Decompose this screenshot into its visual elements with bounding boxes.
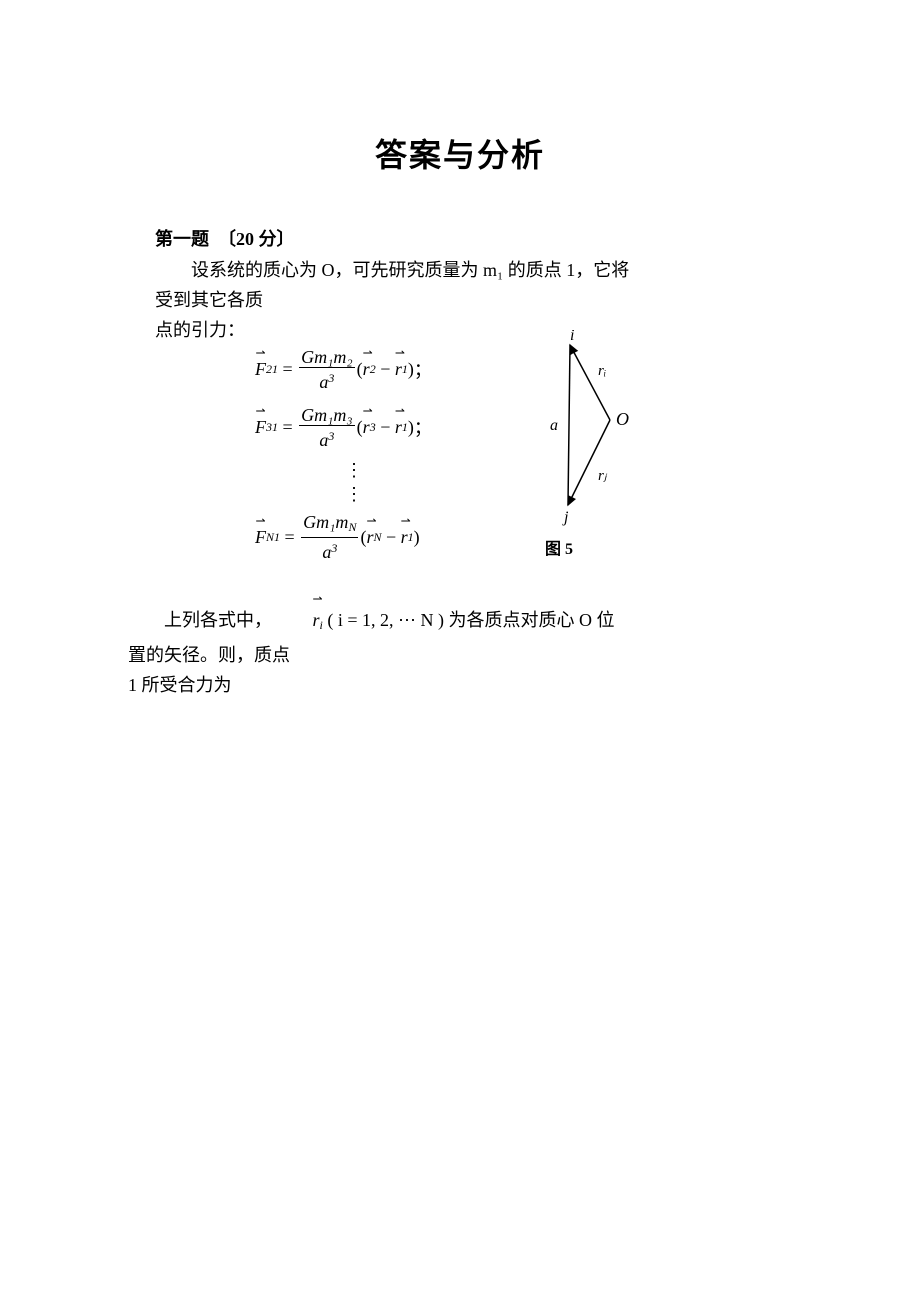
vector-r1: ⇀ r — [395, 417, 402, 438]
minus-sign: − — [376, 359, 395, 380]
vector-arrow-icon: ⇀ — [395, 406, 402, 416]
vector-arrow-icon: ⇀ — [363, 406, 370, 416]
equals-sign: = — [280, 527, 299, 548]
denominator: a3 — [317, 369, 336, 391]
vector-arrow-icon: ⇀ — [255, 406, 266, 416]
subscript: N — [373, 530, 381, 545]
vector-arrow-icon: ⇀ — [395, 348, 402, 358]
fraction: Gm₁m₃ a3 — [299, 406, 355, 449]
vertical-dots-icon: ⋮ — [345, 461, 515, 479]
close-paren: ) — [414, 527, 420, 548]
fraction: Gm₁m₂ a3 — [299, 348, 355, 391]
vector-ri-line — [570, 345, 610, 420]
subscript: 31 — [266, 420, 278, 435]
vector-arrow-icon: ⇀ — [255, 516, 266, 526]
label-rj: rⱼ — [598, 468, 608, 484]
page-title: 答案与分析 — [0, 130, 920, 176]
closing-text-1a: 上列各式中， — [164, 610, 272, 630]
vector-arrow-icon: ⇀ — [401, 516, 408, 526]
vector-r1: ⇀ r — [401, 527, 408, 548]
label-i: i — [570, 330, 574, 344]
vector-arrow-icon: ⇀ — [255, 348, 266, 358]
diagram-svg: i j O a rᵢ rⱼ — [520, 330, 640, 530]
equation-fN1: ⇀ F N1 = Gm₁mN a3 ( ⇀ r N − ⇀ r — [255, 513, 515, 561]
denominator: a3 — [320, 539, 339, 561]
figure-caption: 图 5 — [545, 535, 573, 559]
vector-rN: ⇀ r — [366, 527, 373, 548]
edge-a-line — [568, 345, 570, 505]
page: 答案与分析 第一题 〔20 分〕 设系统的质心为 O，可先研究质量为 m₁ 的质… — [0, 0, 920, 1302]
fraction-bar — [299, 367, 355, 368]
trail-punct: ； — [414, 356, 432, 382]
label-O: O — [616, 409, 629, 429]
equals-sign: = — [278, 417, 297, 438]
vector-ri-inline: ⇀ r — [277, 605, 320, 635]
vertical-dots-icon: ⋮ — [345, 485, 515, 503]
equals-sign: = — [278, 359, 297, 380]
subscript: i — [320, 618, 323, 632]
numerator: Gm₁m₃ — [299, 406, 355, 424]
closing-line-2: 1 所受合力为 — [128, 675, 232, 695]
vector-F31: ⇀ F — [255, 417, 266, 438]
fraction-bar — [299, 425, 355, 426]
numerator: Gm₁mN — [301, 513, 358, 536]
label-a: a — [550, 417, 558, 434]
subscript: N1 — [266, 530, 280, 545]
subscript: 21 — [266, 362, 278, 377]
vector-FN1: ⇀ F — [255, 527, 266, 548]
minus-sign: − — [376, 417, 395, 438]
closing-paragraph: 上列各式中， ⇀ r i ( i = 1, 2, ⋯ N ) 为各质点对质心 O… — [128, 605, 628, 700]
intro-line-2: 点的引力： — [155, 320, 245, 340]
label-j: j — [562, 509, 569, 526]
numerator: Gm₁m₂ — [299, 348, 355, 366]
equation-f21: ⇀ F 21 = Gm₁m₂ a3 ( ⇀ r 2 − ⇀ r 1 ) — [255, 345, 515, 393]
vector-arrow-icon: ⇀ — [363, 348, 370, 358]
vector-r3: ⇀ r — [363, 417, 370, 438]
label-ri: rᵢ — [598, 363, 606, 379]
vector-r2: ⇀ r — [363, 359, 370, 380]
vector-arrow-icon: ⇀ — [366, 516, 373, 526]
vector-arrow-icon: ⇀ — [277, 594, 320, 604]
equation-f31: ⇀ F 31 = Gm₁m₃ a3 ( ⇀ r 3 − ⇀ r 1 ) — [255, 403, 515, 451]
vector-r1: ⇀ r — [395, 359, 402, 380]
question-header: 第一题 〔20 分〕 — [155, 225, 295, 251]
fraction-bar — [301, 537, 358, 538]
trail-punct: ； — [414, 414, 432, 440]
vector-rj-line — [568, 420, 610, 505]
minus-sign: − — [381, 527, 400, 548]
vector-F21: ⇀ F — [255, 359, 266, 380]
figure-5-diagram: i j O a rᵢ rⱼ — [520, 330, 640, 530]
fraction: Gm₁mN a3 — [301, 513, 358, 561]
equation-block: ⇀ F 21 = Gm₁m₂ a3 ( ⇀ r 2 − ⇀ r 1 ) — [255, 335, 515, 571]
denominator: a3 — [317, 427, 336, 449]
intro-line-1: 设系统的质心为 O，可先研究质量为 m₁ 的质点 1，它将受到其它各质 — [155, 255, 630, 315]
